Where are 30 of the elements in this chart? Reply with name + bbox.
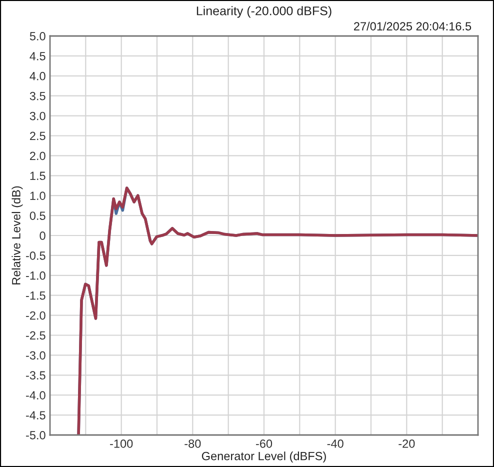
y-axis-title: Relative Level (dB) xyxy=(12,186,23,284)
x-tick-label: -100 xyxy=(110,439,133,448)
text: 27/01/2025 20:04:16.5 xyxy=(354,22,472,30)
x-tick-label: -80 xyxy=(184,439,201,448)
y-tick-label: 5.0 xyxy=(30,32,46,40)
y-tick-label: 0 xyxy=(40,232,46,240)
y-tick-label: 0.5 xyxy=(30,212,46,220)
y-tick-label: -4.5 xyxy=(26,411,46,420)
y-tick-label: -4.0 xyxy=(26,391,46,400)
x-axis-title: Generator Level (dBFS) xyxy=(202,452,326,463)
y-tick-label: -3.5 xyxy=(26,371,46,380)
y-tick-label: 3.0 xyxy=(30,112,46,120)
x-tick-label: -60 xyxy=(256,439,272,448)
y-tick-label: 4.0 xyxy=(30,72,46,80)
y-tick-label: 2.5 xyxy=(30,132,46,140)
y-tick-label: 2.0 xyxy=(30,152,46,160)
y-tick-label: 1.0 xyxy=(30,192,46,200)
y-tick-label: 1.5 xyxy=(30,172,46,180)
y-tick-label: -2.5 xyxy=(26,331,46,340)
y-tick-label: -2.0 xyxy=(26,311,46,320)
y-tick-label: -5.0 xyxy=(26,431,46,440)
y-tick-label: 4.5 xyxy=(30,52,46,60)
y-tick-label: -1.0 xyxy=(26,271,46,280)
x-tick-label: -20 xyxy=(398,439,415,448)
y-tick-label: -1.5 xyxy=(26,292,46,300)
y-tick-label: -3.0 xyxy=(26,351,46,360)
x-tick-label: -40 xyxy=(327,439,344,448)
y-tick-label: -0.5 xyxy=(26,251,46,260)
y-tick-label: 3.5 xyxy=(30,92,46,100)
chart-title: Linearity (-20.000 dBFS) xyxy=(196,6,332,18)
